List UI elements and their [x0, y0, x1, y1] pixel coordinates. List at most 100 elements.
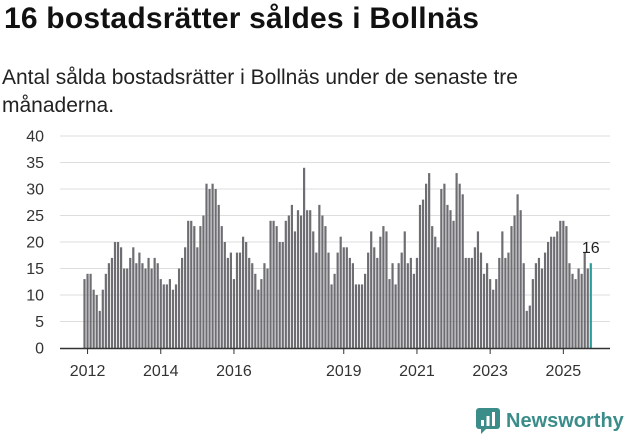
bar — [440, 189, 443, 348]
bar — [290, 204, 293, 348]
bar — [568, 263, 571, 348]
bar — [269, 220, 272, 348]
bar — [312, 231, 315, 348]
bar — [547, 242, 550, 348]
bar — [327, 252, 330, 348]
bar — [95, 295, 98, 348]
bar — [382, 226, 385, 348]
bar — [550, 236, 553, 348]
bar — [486, 263, 489, 348]
bar — [507, 252, 510, 348]
bar — [455, 173, 458, 348]
bar — [376, 257, 379, 348]
bar — [559, 220, 562, 348]
bar — [321, 215, 324, 348]
bar — [513, 215, 516, 348]
bar — [525, 310, 528, 348]
bar — [251, 263, 254, 348]
brand-name: Newsworthy — [506, 409, 624, 432]
bar — [367, 252, 370, 348]
bar — [266, 268, 269, 348]
bar — [141, 263, 144, 348]
bar — [577, 268, 580, 348]
bar — [284, 220, 287, 348]
bar — [89, 273, 92, 348]
bar — [479, 252, 483, 348]
bar — [492, 289, 495, 348]
bar — [110, 257, 114, 348]
brand-logo[interactable]: Newsworthy — [476, 408, 624, 434]
bar — [223, 242, 226, 348]
y-tick-label: 30 — [26, 182, 44, 199]
bar — [528, 305, 531, 348]
bar — [388, 279, 391, 348]
bar — [278, 242, 281, 348]
bar — [522, 263, 525, 348]
bar — [299, 215, 303, 348]
bar — [120, 247, 123, 348]
bar — [184, 247, 187, 348]
bar — [83, 279, 86, 348]
bar — [562, 220, 565, 348]
data-labels: 16 — [582, 240, 600, 257]
bar — [168, 279, 171, 348]
bar — [379, 236, 382, 348]
bar — [370, 231, 373, 348]
x-tick-label: 2023 — [472, 363, 508, 380]
bar — [470, 257, 473, 348]
bar — [421, 199, 425, 348]
bar — [92, 289, 95, 348]
bar — [583, 252, 586, 348]
bar — [226, 257, 229, 348]
latest-value-label: 16 — [582, 240, 600, 257]
bar — [165, 284, 168, 348]
y-tick-label: 0 — [35, 341, 44, 358]
bar — [202, 215, 205, 348]
bar — [467, 257, 470, 348]
bar — [360, 284, 364, 348]
bar — [153, 257, 156, 348]
bar — [116, 242, 120, 348]
bar — [107, 263, 110, 348]
bar — [412, 273, 415, 348]
bar — [403, 231, 406, 348]
bar — [309, 210, 312, 348]
bar — [409, 257, 412, 348]
bar — [476, 231, 480, 348]
bar — [260, 279, 263, 348]
bar — [364, 273, 367, 348]
bar — [205, 183, 208, 348]
bar — [263, 263, 266, 348]
x-tick-label: 2014 — [143, 363, 179, 380]
bar — [406, 263, 409, 348]
bar — [318, 204, 321, 348]
bar — [519, 210, 522, 348]
bar — [104, 273, 107, 348]
bar — [171, 289, 175, 348]
bar — [354, 284, 358, 348]
bar — [196, 247, 199, 348]
bar — [287, 215, 290, 348]
bar — [428, 173, 431, 348]
y-tick-label: 10 — [26, 288, 44, 305]
bar — [214, 189, 217, 348]
y-axis: 0 5 10 15 20 25 30 35 40 — [26, 129, 44, 358]
x-tick-label: 2025 — [546, 363, 582, 380]
bar — [150, 268, 153, 348]
bar — [534, 263, 537, 348]
bar — [473, 247, 476, 348]
y-tick-label: 20 — [26, 235, 44, 252]
bar — [415, 257, 419, 348]
bar — [391, 263, 394, 348]
bar — [510, 226, 513, 348]
x-tick-label: 2016 — [216, 363, 252, 380]
bar — [339, 236, 342, 348]
bar — [345, 247, 348, 348]
bar — [336, 252, 339, 348]
bar — [580, 273, 583, 348]
bar — [303, 167, 306, 348]
x-tick-label: 2012 — [70, 363, 106, 380]
y-tick-label: 5 — [35, 314, 44, 331]
bar — [159, 279, 162, 348]
